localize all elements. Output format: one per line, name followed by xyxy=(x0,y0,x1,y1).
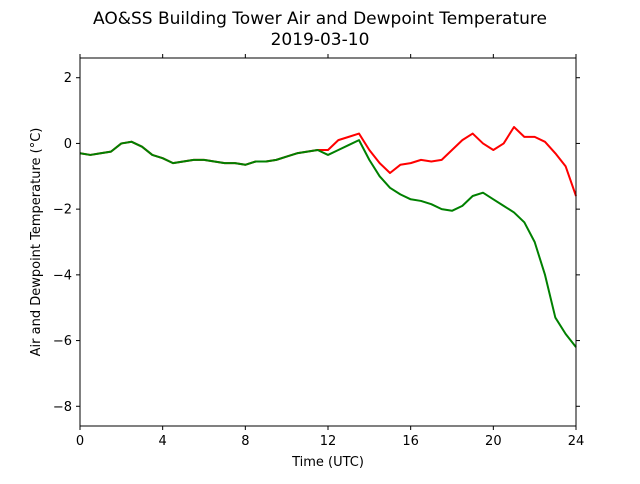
series-line-1 xyxy=(79,139,577,348)
x-tick-label: 20 xyxy=(485,434,502,449)
y-tick-label: 2 xyxy=(64,71,72,86)
y-axis-label: Air and Dewpoint Temperature (°C) xyxy=(29,128,44,357)
x-tick-label: 0 xyxy=(76,434,84,449)
y-tick-label: −4 xyxy=(53,268,72,283)
chart-subtitle: 2019-03-10 xyxy=(271,30,370,50)
x-tick-label: 4 xyxy=(159,434,167,449)
y-tick-label: −6 xyxy=(53,334,72,349)
y-tick-label: 0 xyxy=(64,137,72,152)
chart-title: AO&SS Building Tower Air and Dewpoint Te… xyxy=(93,9,547,29)
y-tick-label: −8 xyxy=(53,400,72,415)
y-tick-label: −2 xyxy=(53,203,72,218)
x-tick-label: 12 xyxy=(320,434,337,449)
x-tick-label: 8 xyxy=(241,434,249,449)
plot-area xyxy=(79,126,577,348)
x-tick-label: 24 xyxy=(568,434,585,449)
x-axis-label: Time (UTC) xyxy=(291,455,364,470)
x-tick-label: 16 xyxy=(402,434,419,449)
